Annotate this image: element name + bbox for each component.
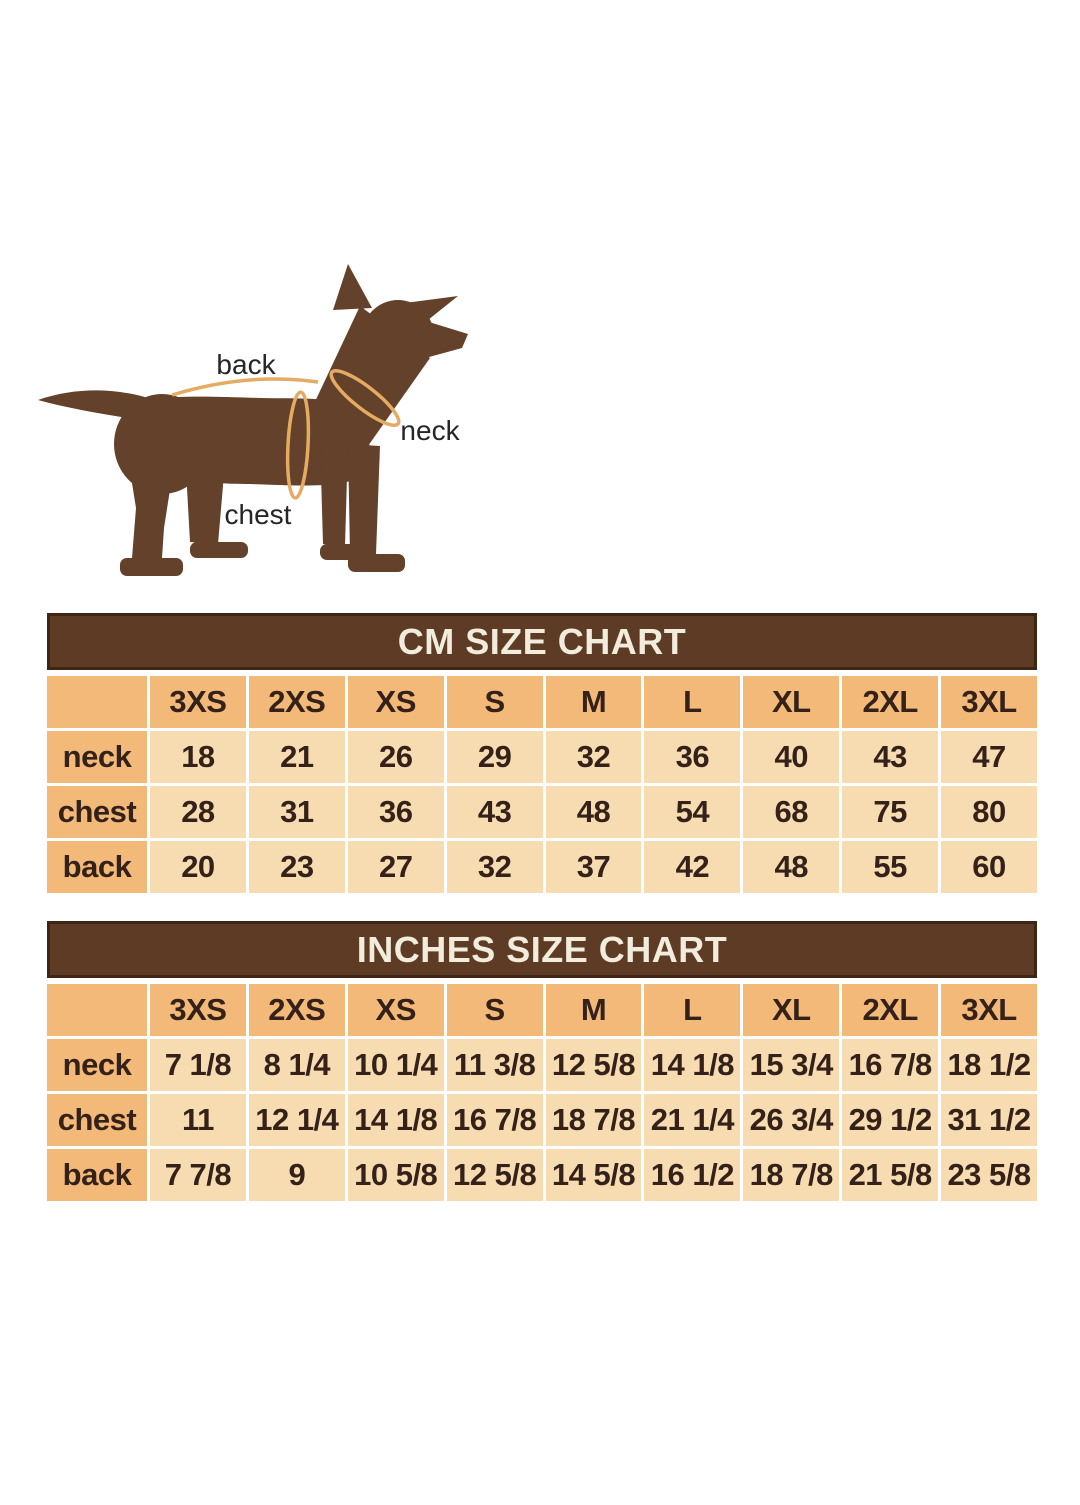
neck-measure-ellipse: [329, 368, 401, 428]
column-header-cell: 3XS: [150, 984, 246, 1036]
data-cell: 18: [150, 731, 246, 783]
data-cell: 43: [842, 731, 939, 783]
data-cell: 18 1/2: [941, 1039, 1037, 1091]
inches-size-grid: 3XS 2XS XS S M L XL 2XL 3XL neck 7 1/8 8 1/4 10 1/4 1…: [47, 984, 1037, 1201]
data-cell: 21 5/8: [842, 1149, 939, 1201]
row-label-cell: chest: [47, 1094, 147, 1146]
data-cell: 43: [446, 786, 543, 838]
data-cell: 47: [941, 731, 1037, 783]
data-cell: 80: [941, 786, 1037, 838]
column-header-cell: S: [446, 984, 543, 1036]
data-cell: 75: [842, 786, 939, 838]
data-cell: 7 1/8: [150, 1039, 246, 1091]
data-cell: 21: [248, 731, 345, 783]
data-cell: 10 5/8: [347, 1149, 444, 1201]
data-cell: 48: [743, 841, 840, 893]
column-header-cell: 2XS: [248, 984, 345, 1036]
chest-label: chest: [225, 499, 292, 530]
column-header-cell: XS: [347, 676, 444, 728]
data-cell: 28: [150, 786, 246, 838]
data-cell: 15 3/4: [743, 1039, 840, 1091]
data-cell: 36: [347, 786, 444, 838]
data-cell: 14 1/8: [347, 1094, 444, 1146]
table-title: INCHES SIZE CHART: [47, 921, 1037, 978]
data-cell: 54: [644, 786, 741, 838]
data-cell: 26 3/4: [743, 1094, 840, 1146]
data-cell: 11 3/8: [446, 1039, 543, 1091]
row-label-cell: neck: [47, 731, 147, 783]
data-cell: 7 7/8: [150, 1149, 246, 1201]
neck-label: neck: [400, 415, 460, 446]
data-cell: 23 5/8: [941, 1149, 1037, 1201]
data-cell: 18 7/8: [743, 1149, 840, 1201]
row-label-cell: back: [47, 1149, 147, 1201]
data-cell: 16 7/8: [446, 1094, 543, 1146]
column-header-cell: L: [644, 676, 741, 728]
column-header-cell: 2XL: [842, 984, 939, 1036]
data-cell: 37: [545, 841, 642, 893]
cm-size-chart: CM SIZE CHART 3XS 2XS XS S M L XL 2XL 3XL neck 18 2…: [47, 613, 1037, 893]
data-cell: 40: [743, 731, 840, 783]
column-header-cell: 3XL: [941, 676, 1037, 728]
data-cell: 26: [347, 731, 444, 783]
data-cell: 11: [150, 1094, 246, 1146]
data-cell: 27: [347, 841, 444, 893]
table-title: CM SIZE CHART: [47, 613, 1037, 670]
column-header-cell: M: [545, 676, 642, 728]
column-header-cell: XL: [743, 984, 840, 1036]
row-label-cell: chest: [47, 786, 147, 838]
column-header-cell: 3XS: [150, 676, 246, 728]
column-header-cell: M: [545, 984, 642, 1036]
data-cell: 32: [545, 731, 642, 783]
column-header-cell: L: [644, 984, 741, 1036]
data-cell: 60: [941, 841, 1037, 893]
data-cell: 29 1/2: [842, 1094, 939, 1146]
cm-size-grid: 3XS 2XS XS S M L XL 2XL 3XL neck 18 21 26 29 32 36 40 43 4…: [47, 676, 1037, 893]
data-cell: 48: [545, 786, 642, 838]
chest-measure-ellipse: [285, 390, 311, 500]
inches-size-chart: INCHES SIZE CHART 3XS 2XS XS S M L XL 2XL 3XL nec…: [47, 921, 1037, 1201]
data-cell: 31: [248, 786, 345, 838]
data-cell: 36: [644, 731, 741, 783]
column-header-cell: S: [446, 676, 543, 728]
data-cell: 14 1/8: [644, 1039, 741, 1091]
data-cell: 18 7/8: [545, 1094, 642, 1146]
back-label: back: [216, 349, 276, 380]
data-cell: 29: [446, 731, 543, 783]
data-cell: 21 1/4: [644, 1094, 741, 1146]
column-header-cell: XL: [743, 676, 840, 728]
dog-measurement-diagram: back neck chest: [38, 264, 468, 576]
data-cell: 16 7/8: [842, 1039, 939, 1091]
row-label-cell: back: [47, 841, 147, 893]
data-cell: 31 1/2: [941, 1094, 1037, 1146]
corner-cell: [47, 984, 147, 1036]
data-cell: 12 5/8: [545, 1039, 642, 1091]
data-cell: 55: [842, 841, 939, 893]
row-label-cell: neck: [47, 1039, 147, 1091]
data-cell: 20: [150, 841, 246, 893]
data-cell: 9: [248, 1149, 345, 1201]
data-cell: 8 1/4: [248, 1039, 345, 1091]
column-header-cell: XS: [347, 984, 444, 1036]
data-cell: 68: [743, 786, 840, 838]
data-cell: 14 5/8: [545, 1149, 642, 1201]
data-cell: 12 1/4: [248, 1094, 345, 1146]
data-cell: 10 1/4: [347, 1039, 444, 1091]
data-cell: 12 5/8: [446, 1149, 543, 1201]
data-cell: 16 1/2: [644, 1149, 741, 1201]
data-cell: 42: [644, 841, 741, 893]
back-measure-line: [171, 377, 319, 397]
corner-cell: [47, 676, 147, 728]
data-cell: 32: [446, 841, 543, 893]
column-header-cell: 3XL: [941, 984, 1037, 1036]
data-cell: 23: [248, 841, 345, 893]
column-header-cell: 2XS: [248, 676, 345, 728]
column-header-cell: 2XL: [842, 676, 939, 728]
